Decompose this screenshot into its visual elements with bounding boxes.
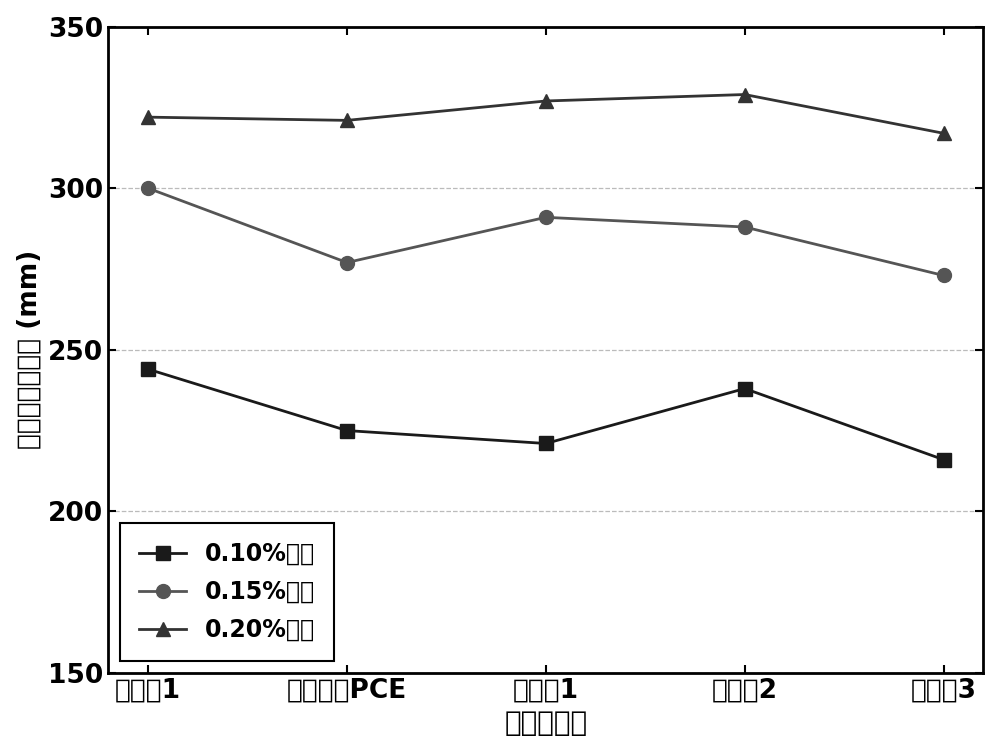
0.20%收量	[938, 129, 950, 138]
Line: 0.10%收量: 0.10%收量	[141, 362, 951, 467]
Y-axis label: 水泥净浆流动度 (mm): 水泥净浆流动度 (mm)	[17, 250, 43, 449]
0.15%收量	[739, 222, 751, 231]
0.10%收量	[142, 365, 154, 374]
0.20%收量	[540, 97, 552, 106]
0.10%收量	[341, 426, 353, 435]
0.15%收量	[341, 258, 353, 267]
0.20%收量	[142, 112, 154, 121]
Line: 0.15%收量: 0.15%收量	[141, 181, 951, 283]
0.10%收量	[938, 455, 950, 464]
X-axis label: 减水剂种类: 减水剂种类	[504, 710, 587, 737]
0.15%收量	[142, 184, 154, 193]
0.15%收量	[540, 213, 552, 222]
0.20%收量	[341, 116, 353, 125]
0.15%收量	[938, 271, 950, 280]
Legend: 0.10%收量, 0.15%收量, 0.20%收量: 0.10%收量, 0.15%收量, 0.20%收量	[120, 523, 334, 661]
Line: 0.20%收量: 0.20%收量	[141, 87, 951, 140]
0.20%收量	[739, 90, 751, 99]
0.10%收量	[540, 439, 552, 448]
0.10%收量	[739, 384, 751, 393]
